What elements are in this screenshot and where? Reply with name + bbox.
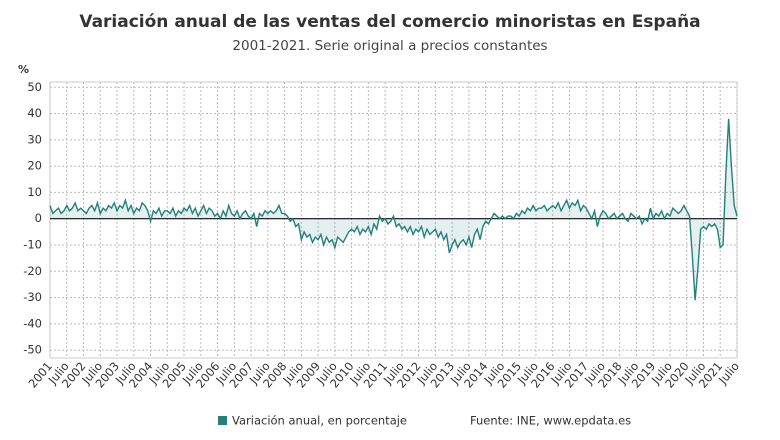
y-tick-label: 20 (27, 159, 42, 173)
y-tick-label: -10 (23, 237, 42, 251)
legend-swatch (218, 416, 227, 425)
legend-label: Variación anual, en porcentaje (232, 414, 407, 428)
y-tick-label: 40 (27, 106, 42, 120)
y-tick-label: 0 (35, 211, 42, 225)
y-tick-label: -30 (23, 290, 42, 304)
source: Fuente: INE, www.epdata.es (470, 414, 631, 428)
y-tick-label: 50 (27, 80, 42, 94)
y-unit: % (18, 63, 29, 76)
y-tick-label: -20 (23, 264, 42, 278)
plot-frame (49, 81, 738, 359)
chart-subtitle: 2001-2021. Serie original a precios cons… (232, 38, 547, 54)
y-tick-label: -40 (23, 316, 42, 330)
line (49, 118, 738, 301)
y-tick-label: 30 (27, 132, 42, 146)
y-tick-label: 10 (27, 185, 42, 199)
chart-title: Variación anual de las ventas del comerc… (79, 12, 700, 32)
y-tick-label: -50 (23, 343, 42, 357)
area (50, 118, 737, 301)
